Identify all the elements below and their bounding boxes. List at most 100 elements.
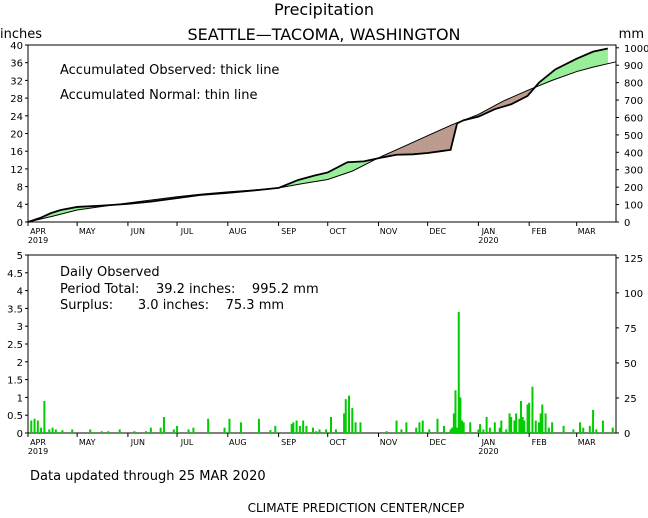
daily-precip-bar — [513, 420, 516, 433]
daily-precip-bar — [485, 416, 488, 433]
daily-precip-bar — [292, 422, 295, 433]
x-tick-label: JAN — [481, 227, 496, 236]
y2-tick-label: 600 — [624, 113, 643, 124]
daily-precip-bar — [192, 427, 195, 433]
y-tick-label: 40 — [10, 41, 23, 52]
daily-precip-bar — [71, 429, 74, 433]
daily-precip-bar — [510, 416, 513, 433]
y-tick-label: 12 — [10, 165, 23, 176]
credit-line: CLIMATE PREDICTION CENTER/NCEP — [248, 501, 465, 515]
y2-tick-label: 700 — [624, 96, 643, 107]
daily-precip-bar — [228, 418, 231, 433]
daily-precip-bar — [544, 413, 547, 433]
left-unit-label: inches — [0, 27, 42, 42]
daily-precip-bar — [118, 429, 121, 433]
daily-precip-bar — [457, 311, 460, 433]
y-tick-label: 24 — [10, 112, 23, 123]
daily-precip-bar — [325, 429, 328, 433]
x-tick-label: APR — [30, 438, 46, 447]
daily-precip-bar — [351, 408, 354, 433]
daily-precip-bar — [295, 420, 298, 433]
chart-annotation: Period Total: 39.2 inches: 995.2 mm — [60, 282, 319, 297]
daily-precip-bar — [572, 429, 575, 433]
y2-tick-label: 800 — [624, 79, 643, 90]
y-tick-label: 3.5 — [7, 304, 23, 315]
daily-precip-bar — [452, 413, 455, 433]
y-tick-label: 20 — [10, 130, 23, 141]
daily-precip-bar — [159, 427, 162, 433]
daily-precip-bar — [531, 386, 534, 433]
daily-precip-bar — [348, 395, 351, 433]
daily-precip-bar — [523, 420, 526, 433]
daily-precip-bar — [172, 429, 175, 433]
daily-precip-bar — [290, 424, 293, 433]
chart-annotation: Daily Observed — [60, 265, 160, 280]
daily-precip-bar — [541, 404, 544, 433]
daily-precip-bar — [498, 427, 501, 433]
y-tick-label: 1 — [17, 393, 23, 404]
y2-tick-label: 0 — [624, 429, 630, 440]
daily-precip-bar — [33, 418, 36, 433]
y-tick-label: 32 — [10, 76, 23, 87]
y-tick-label: 8 — [17, 183, 23, 194]
y2-tick-label: 100 — [624, 201, 643, 212]
x-tick-label: NOV — [380, 438, 398, 447]
x-tick-label: JUN — [130, 438, 145, 447]
daily-precip-bar — [500, 420, 503, 433]
y-tick-label: 16 — [10, 147, 23, 158]
daily-precip-bar — [149, 427, 152, 433]
daily-precip-bar — [315, 431, 318, 433]
y-tick-label: 36 — [10, 59, 23, 70]
daily-precip-bar — [595, 429, 598, 433]
x-tick-label: SEP — [281, 438, 296, 447]
daily-precip-bar — [601, 420, 604, 433]
daily-precip-bar — [334, 429, 337, 433]
daily-precip-bar — [488, 427, 491, 433]
x-tick-label: JUN — [130, 227, 145, 236]
x-year-label: 2020 — [478, 447, 498, 456]
daily-precip-bar — [415, 427, 418, 433]
y-tick-label: 0.5 — [7, 411, 23, 422]
x-tick-label: OCT — [329, 438, 346, 447]
y2-tick-label: 400 — [624, 148, 643, 159]
accumulated-normal-line — [27, 61, 617, 223]
daily-precip-bar — [400, 429, 403, 433]
y2-tick-label: 50 — [624, 359, 637, 370]
daily-precip-bar — [508, 413, 511, 433]
daily-precip-bar — [538, 422, 541, 433]
daily-precip-bar — [520, 400, 523, 433]
daily-precip-bar — [311, 427, 314, 433]
x-tick-label: FEB — [532, 227, 547, 236]
daily-precip-bar — [223, 427, 226, 433]
x-tick-label: APR — [30, 227, 46, 236]
x-tick-label: MAY — [79, 227, 96, 236]
daily-precip-bar — [461, 420, 464, 433]
daily-precip-bar — [443, 425, 446, 433]
daily-precip-bar — [302, 420, 305, 433]
chart-annotation: Surplus: 3.0 inches: 75.3 mm — [60, 298, 284, 313]
y-tick-label: 2.5 — [7, 340, 23, 351]
daily-precip-bar — [48, 429, 51, 433]
y-tick-label: 0 — [17, 429, 23, 440]
daily-precip-bar — [305, 425, 308, 433]
accumulated-panel: 0481216202428323640010020030040050060070… — [10, 41, 648, 245]
daily-precip-bar — [582, 427, 585, 433]
x-tick-label: MAR — [578, 227, 596, 236]
x-year-label: 2019 — [28, 447, 48, 456]
daily-precip-bar — [521, 416, 524, 433]
x-tick-label: OCT — [329, 227, 346, 236]
daily-precip-bar — [54, 429, 57, 433]
daily-precip-bar — [469, 422, 472, 433]
daily-precip-bar — [318, 429, 321, 433]
y-tick-label: 3 — [17, 322, 23, 333]
daily-precip-bar — [89, 429, 92, 433]
y-tick-label: 1.5 — [7, 376, 23, 387]
daily-precip-bar — [269, 430, 272, 433]
daily-precip-bar — [330, 416, 333, 433]
y2-tick-label: 25 — [624, 394, 637, 405]
daily-precip-bar — [518, 418, 521, 433]
x-year-label: 2019 — [28, 236, 48, 245]
daily-precip-bar — [428, 429, 431, 433]
daily-precip-bar — [100, 431, 103, 433]
